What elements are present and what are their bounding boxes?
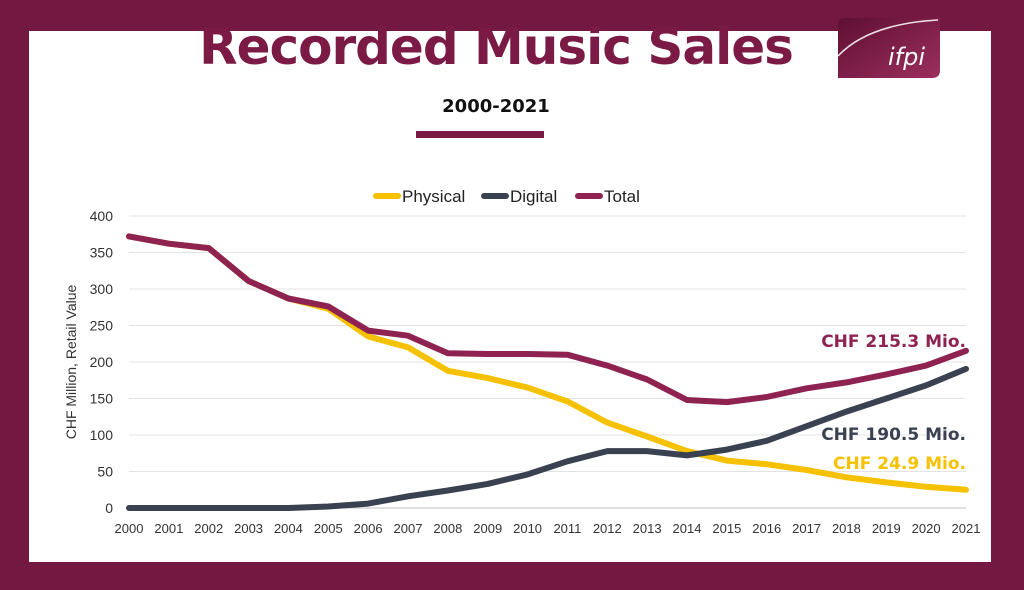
x-tick-label: 2001: [154, 521, 183, 536]
chart-subtitle: 2000-2021: [442, 96, 550, 117]
y-tick-label: 300: [90, 281, 114, 297]
series-line-digital: [126, 365, 969, 511]
series-line-physical: [126, 233, 969, 493]
svg-text:ifpi: ifpi: [888, 43, 925, 71]
series-line-total: [126, 233, 969, 406]
x-tick-label: 2015: [712, 521, 741, 536]
x-tick-label: 2017: [792, 521, 821, 536]
x-tick-label: 2021: [952, 521, 981, 536]
y-tick-label: 150: [90, 391, 114, 407]
annotation-physical: CHF 24.9 Mio.: [833, 454, 966, 474]
x-tick-label: 2018: [832, 521, 861, 536]
annotation-total: CHF 215.3 Mio.: [821, 332, 966, 352]
x-tick-label: 2014: [673, 521, 702, 536]
annotations: CHF 215.3 Mio. CHF 190.5 Mio. CHF 24.9 Mio…: [821, 332, 966, 474]
y-tick-label: 250: [90, 318, 114, 334]
subtitle-underline: [416, 131, 544, 138]
chart-title: Recorded Music Sales: [199, 18, 794, 76]
series-lines: [126, 233, 969, 511]
x-tick-label: 2019: [872, 521, 901, 536]
y-tick-label: 350: [90, 245, 114, 261]
ifpi-logo: ifpi: [838, 18, 940, 78]
legend-label-total: Total: [604, 187, 640, 206]
x-tick-label: 2004: [274, 521, 303, 536]
x-tick-label: 2009: [473, 521, 502, 536]
y-tick-label: 400: [90, 208, 114, 224]
x-tick-label: 2002: [194, 521, 223, 536]
x-tick-label: 2012: [593, 521, 622, 536]
x-tick-label: 2016: [752, 521, 781, 536]
annotation-digital: CHF 190.5 Mio.: [821, 425, 966, 445]
x-tick-label: 2003: [234, 521, 263, 536]
x-tick-label: 2006: [354, 521, 383, 536]
y-tick-label: 100: [90, 427, 114, 443]
x-tick-label: 2020: [912, 521, 941, 536]
legend-label-physical: Physical: [402, 187, 465, 206]
x-tick-label: 2013: [633, 521, 662, 536]
y-axis-title: CHF Million, Retail Value: [63, 285, 79, 440]
x-tick-label: 2007: [394, 521, 423, 536]
x-tick-label: 2000: [115, 521, 144, 536]
x-tick-label: 2008: [433, 521, 462, 536]
y-tick-label: 200: [90, 354, 114, 370]
axes: 0 50 100 150 200 250 300 350 400 2000 2001 2002 2003…: [63, 208, 980, 536]
y-tick-label: 0: [105, 500, 113, 516]
x-tick-label: 2010: [513, 521, 542, 536]
legend-label-digital: Digital: [510, 187, 557, 206]
x-tick-label: 2011: [553, 521, 581, 536]
legend: Physical Digital Total: [373, 187, 640, 206]
y-tick-label: 50: [97, 464, 113, 480]
x-tick-label: 2005: [314, 521, 343, 536]
